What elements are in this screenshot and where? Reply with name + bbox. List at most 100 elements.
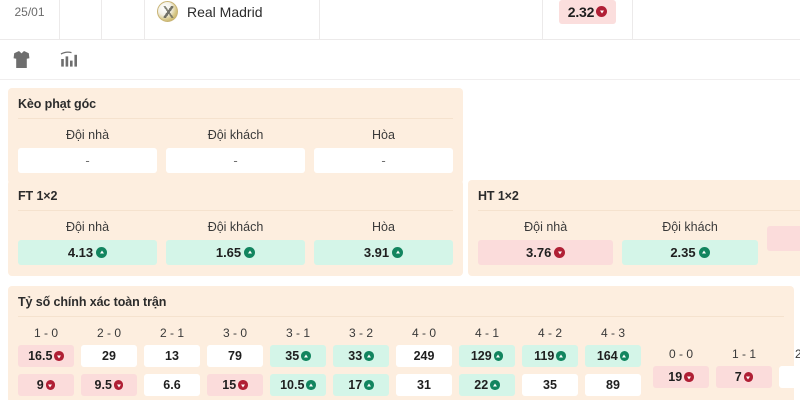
score-odds-cell[interactable]: 129 [459, 345, 515, 367]
score-odds-cell[interactable]: 16.5 [18, 345, 74, 367]
odds-cell[interactable]: 2.35 [622, 240, 758, 265]
score-home-column: 1 - 0 16.5 9 [18, 319, 74, 400]
score-odds-cell[interactable]: 7 [716, 366, 772, 388]
score-home-column: 4 - 1 129 22 [459, 319, 515, 400]
score-odds-cell[interactable]: 17 [333, 374, 389, 396]
score-home-column: 3 - 1 35 10.5 [270, 319, 326, 400]
corner-columns: Đội nhà - Đội khách - Hòa - [18, 121, 453, 173]
arrow-up-icon [392, 247, 404, 258]
match-odd-value: 2.32 [567, 3, 595, 20]
score-odds-cell[interactable]: 13 [144, 345, 200, 367]
column-header: Đội nhà [524, 220, 568, 234]
bar-chart-icon[interactable] [56, 47, 82, 73]
odds-cell[interactable] [766, 226, 800, 251]
score-odds-value: 17 [348, 378, 363, 392]
score-odds-cell[interactable]: 12 [779, 366, 800, 388]
odds-value: 3.91 [363, 245, 390, 260]
match-odd-chip[interactable]: 2.32 [558, 0, 617, 24]
score-odds-cell[interactable]: 19 [653, 366, 709, 388]
score-home-column: 4 - 2 119 35 [522, 319, 578, 400]
score-odds-value: 35 [285, 349, 300, 363]
arrow-down-icon [45, 380, 56, 390]
score-odds-cell[interactable]: 9 [18, 374, 74, 396]
arrow-up-icon [244, 247, 256, 258]
score-odds-cell[interactable]: 10.5 [270, 374, 326, 396]
panel-corner-odds: Kèo phạt góc Đội nhà - Đội khách - Hòa - [8, 88, 463, 184]
arrow-up-icon [96, 247, 108, 258]
panel-ht-1x2: HT 1×2 Đội nhà 3.76 Đội khách 2.35 [468, 180, 800, 276]
score-odds-cell[interactable]: 89 [585, 374, 641, 396]
column-header [767, 213, 800, 226]
arrow-down-icon [596, 6, 608, 17]
arrow-up-icon [490, 380, 500, 390]
score-odds-value: 31 [417, 378, 431, 392]
odds-cell[interactable]: 3.91 [314, 240, 453, 265]
jersey-icon[interactable] [8, 47, 34, 73]
score-column-header: 4 - 2 [537, 326, 562, 340]
score-odds-cell[interactable]: 15 [207, 374, 263, 396]
column-header: Đội nhà [65, 220, 110, 234]
ft-columns: Đội nhà 4.13 Đội khách 1.65 Hòa 3.91 [18, 213, 453, 265]
score-odds-cell[interactable]: 119 [522, 345, 578, 367]
score-odds-cell[interactable]: 33 [333, 345, 389, 367]
score-home-column: 4 - 0 249 31 [396, 319, 452, 400]
match-date: 25/01 [0, 0, 60, 40]
score-column-header: 2 - 1 [159, 326, 184, 340]
column-header: Hòa [372, 220, 395, 234]
ft-col-home: Đội nhà 4.13 [18, 213, 157, 265]
score-column-header: 0 - 0 [668, 347, 693, 361]
score-odds-cell[interactable]: 164 [585, 345, 641, 367]
match-col-score [320, 0, 543, 40]
exact-score-home-group: 1 - 0 16.5 9 2 - 0 29 9.5 2 - 1 13 6.6 3 - 0 79 15 3… [18, 319, 641, 400]
odds-cell[interactable]: - [314, 148, 453, 173]
odds-cell[interactable]: - [18, 148, 157, 173]
odds-cell[interactable]: 3.76 [478, 240, 614, 265]
score-home-column: 4 - 3 164 89 [585, 319, 641, 400]
score-odds-cell[interactable]: 79 [207, 345, 263, 367]
arrow-up-icon [364, 351, 374, 361]
score-odds-value: 79 [228, 349, 242, 363]
score-odds-cell[interactable]: 6.6 [144, 374, 200, 396]
score-odds-cell[interactable]: 29 [81, 345, 137, 367]
score-home-column: 2 - 0 29 9.5 [81, 319, 137, 400]
score-odds-cell[interactable]: 22 [459, 374, 515, 396]
score-home-column: 2 - 1 13 6.6 [144, 319, 200, 400]
score-column-header: 1 - 1 [731, 347, 756, 361]
odds-cell[interactable]: 4.13 [18, 240, 157, 265]
arrow-down-icon [684, 372, 694, 382]
score-column-header: 4 - 3 [600, 326, 625, 340]
odds-value: 4.13 [67, 245, 94, 260]
score-column-header: 3 - 1 [285, 326, 310, 340]
odds-cell[interactable]: - [166, 148, 305, 173]
arrow-up-icon [301, 351, 311, 361]
score-column-header: 4 - 0 [411, 326, 436, 340]
score-odds-value: 6.6 [163, 378, 181, 392]
arrow-down-icon [743, 372, 754, 382]
match-team-cell[interactable]: Real Madrid [145, 0, 320, 40]
score-odds-value: 33 [348, 349, 363, 363]
arrow-up-icon [556, 351, 566, 361]
score-draw-column: 0 - 0 19 [653, 340, 709, 395]
score-draw-column: 1 - 1 7 [716, 340, 772, 395]
odds-value: 2.35 [670, 245, 696, 260]
score-odds-value: 129 [470, 349, 492, 363]
score-odds-cell[interactable]: 249 [396, 345, 452, 367]
score-odds-value: 13 [165, 349, 179, 363]
score-odds-cell[interactable]: 9.5 [81, 374, 137, 396]
score-odds-cell[interactable]: 35 [522, 374, 578, 396]
ht-col-away: Đội khách 2.35 [622, 213, 758, 265]
score-odds-value: 29 [102, 349, 116, 363]
score-odds-cell[interactable]: 35 [270, 345, 326, 367]
score-odds-value: 19 [668, 370, 683, 384]
score-column-header: 3 - 2 [348, 326, 373, 340]
score-odds-cell[interactable]: 31 [396, 374, 452, 396]
match-odd-cell[interactable]: 2.32 [543, 0, 633, 40]
score-odds-value: 9 [36, 378, 44, 392]
ht-col-draw [766, 213, 800, 265]
match-header-table: 25/01 Real Madrid 2.32 [0, 0, 800, 40]
score-odds-value: 119 [534, 349, 555, 363]
detail-toolbar [0, 40, 800, 80]
odds-cell[interactable]: 1.65 [166, 240, 305, 265]
corner-col-draw: Hòa - [314, 121, 453, 173]
